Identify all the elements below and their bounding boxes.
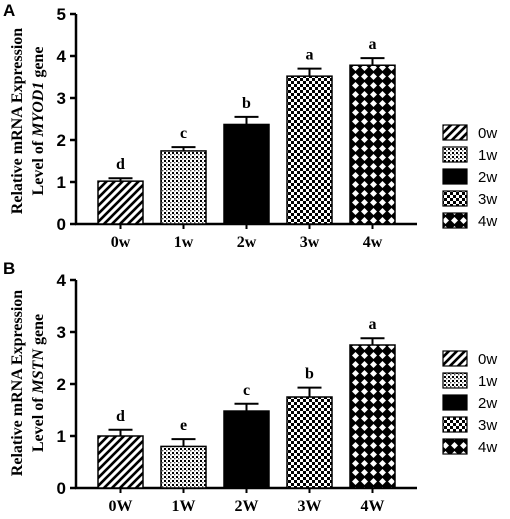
panel-b-x-tick-label: 1W xyxy=(172,498,196,515)
panel-b-bar-1W xyxy=(160,445,207,489)
panel-a-significance-letter: a xyxy=(369,36,377,53)
panel-a-legend-label: 2w xyxy=(478,169,497,186)
panel-b-legend: 0w 1w 2w 3w 4w xyxy=(442,350,497,456)
panel-a-legend-label: 1w xyxy=(478,147,497,164)
panel-b-x-tick-label: 3W xyxy=(298,498,322,515)
panel-b-legend-swatch-3w xyxy=(442,416,468,433)
panel-a-x-tick-label: 0w xyxy=(111,234,131,251)
panel-b-significance-letter: c xyxy=(243,382,250,399)
panel-b-bar-2W xyxy=(223,410,270,489)
panel-b-ylabel: Relative mRNA Expression Level of MSTN g… xyxy=(9,290,47,476)
panel-a-legend-label: 3w xyxy=(478,191,497,208)
panel-letter-b: B xyxy=(3,259,15,278)
panel-b-significance-letter: b xyxy=(305,366,314,383)
panel-a-bar-3w xyxy=(286,75,333,225)
panel-b-y-tick-label: 1 xyxy=(57,427,66,446)
panel-letter-a: A xyxy=(3,1,15,20)
panel-a-y-tick-label: 1 xyxy=(57,173,66,192)
panel-a-y-tick-label: 2 xyxy=(57,131,66,150)
panel-a-bar-2w xyxy=(223,123,270,225)
panel-a-ylabel-line2: Level of MYOD1 gene xyxy=(30,47,47,196)
panel-a-ylabel: Relative mRNA Expression Level of MYOD1 … xyxy=(9,28,47,214)
panel-b: B Relative mRNA Expression Level of MSTN… xyxy=(3,259,497,515)
panel-b-bar-0W xyxy=(97,435,144,489)
panel-a-y-tick-label: 3 xyxy=(57,89,66,108)
panel-b-y-tick-label: 0 xyxy=(57,479,66,498)
panel-a-significance-letter: a xyxy=(306,47,314,64)
panel-a-legend: 0w 1w 2w 3w 4w xyxy=(442,124,497,230)
panel-b-x-tick-label: 4W xyxy=(361,498,385,515)
panel-a-significance-letter: c xyxy=(180,125,187,142)
panel-b-legend-label: 1w xyxy=(478,373,497,390)
panel-b-y-tick-label: 2 xyxy=(57,375,66,394)
panel-b-legend-swatch-1w xyxy=(442,372,468,389)
panel-a-bar-4w xyxy=(349,64,396,225)
panel-a-legend-swatch-2w xyxy=(442,168,468,185)
panel-a-x-tick-label: 2w xyxy=(237,234,257,251)
panel-a-gene-name: MYOD1 xyxy=(30,82,47,138)
panel-a-legend-swatch-0w xyxy=(442,124,468,141)
panel-b-bar-4W xyxy=(349,344,396,489)
panel-a-x-tick-label: 4w xyxy=(363,234,383,251)
panel-b-ylabel-suffix: gene xyxy=(30,314,47,349)
panel-b-significance-letter: e xyxy=(180,417,187,434)
panel-b-legend-label: 2w xyxy=(478,395,497,412)
panel-b-legend-swatch-0w xyxy=(442,350,468,367)
panel-b-legend-swatch-2w xyxy=(442,394,468,411)
panel-a-legend-label: 0w xyxy=(478,125,497,142)
panel-a: A Relative mRNA Expression Level of MYOD… xyxy=(3,1,497,251)
panel-b-y-tick-label: 4 xyxy=(57,271,67,290)
panel-b-significance-letter: d xyxy=(116,408,125,425)
panel-b-ylabel-level: Level of xyxy=(30,393,47,452)
panel-a-significance-letter: d xyxy=(116,156,125,173)
panel-b-ylabel-line2: Level of MSTN gene xyxy=(30,314,47,452)
panel-b-plot: 0 1 2 3 4 d 0W e 1W c 2W b 3W a 4W xyxy=(57,271,417,515)
panel-b-bar-3W xyxy=(286,396,333,489)
panel-a-ylabel-level: Level of xyxy=(30,137,47,196)
panel-a-plot: 0 1 2 3 4 5 d 0w c 1w b 2w a 3w a 4w xyxy=(57,5,417,251)
panel-a-legend-label: 4w xyxy=(478,213,497,230)
panel-b-legend-label: 0w xyxy=(478,351,497,368)
panel-a-ylabel-suffix: gene xyxy=(30,47,47,82)
panel-a-ylabel-line1: Relative mRNA Expression xyxy=(9,28,26,214)
panel-a-y-tick-label: 4 xyxy=(57,47,67,66)
panel-b-x-tick-label: 2W xyxy=(235,498,259,515)
panel-a-x-tick-label: 1w xyxy=(174,234,194,251)
panel-b-gene-name: MSTN xyxy=(30,348,47,395)
panel-b-ylabel-line1: Relative mRNA Expression xyxy=(9,290,26,476)
panel-a-bar-0w xyxy=(97,180,144,225)
panel-a-y-tick-label: 5 xyxy=(57,5,66,24)
panel-a-legend-swatch-4w xyxy=(442,212,468,229)
panel-a-x-tick-label: 3w xyxy=(300,234,320,251)
panel-b-legend-label: 3w xyxy=(478,417,497,434)
panel-a-legend-swatch-3w xyxy=(442,190,468,207)
panel-b-legend-label: 4w xyxy=(478,439,497,456)
panel-b-legend-swatch-4w xyxy=(442,438,468,455)
panel-a-bar-1w xyxy=(160,150,207,225)
panel-b-x-tick-label: 0W xyxy=(109,498,133,515)
panel-b-significance-letter: a xyxy=(369,316,377,333)
panel-b-y-tick-label: 3 xyxy=(57,323,66,342)
panel-a-y-tick-label: 0 xyxy=(57,215,66,234)
panel-a-legend-swatch-1w xyxy=(442,146,468,163)
panel-a-significance-letter: b xyxy=(242,95,251,112)
